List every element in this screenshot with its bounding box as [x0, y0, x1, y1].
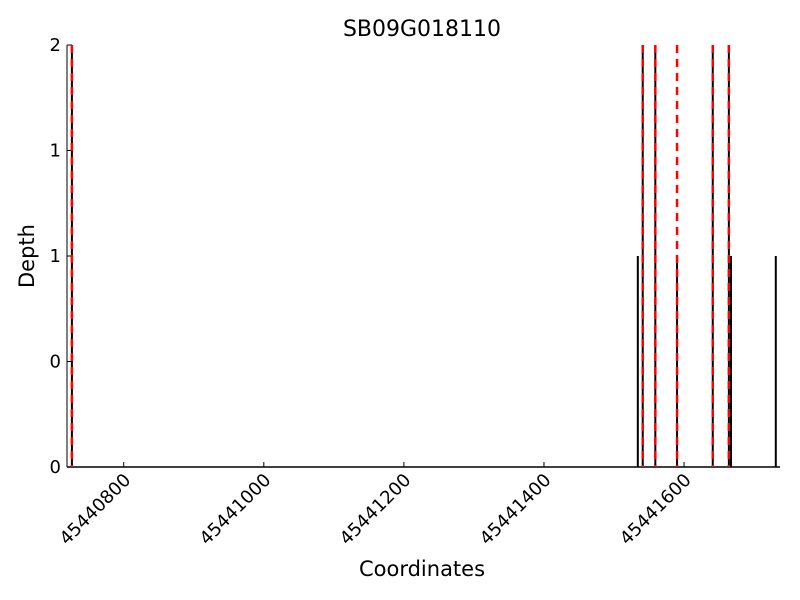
y-tick-label: 0: [50, 457, 61, 478]
chart-title: SB09G018110: [343, 17, 501, 42]
y-tick-label: 1: [50, 141, 61, 162]
y-axis-label: Depth: [15, 224, 39, 288]
x-tick-label: 45441600: [616, 470, 696, 550]
x-tick-label: 45440800: [56, 470, 136, 550]
x-tick-label: 45441000: [196, 470, 276, 550]
x-tick-label: 45441400: [476, 470, 556, 550]
x-axis-label: Coordinates: [359, 557, 485, 581]
x-tick-label: 45441200: [336, 470, 416, 550]
y-tick-label: 0: [50, 352, 61, 373]
y-tick-label: 1: [50, 246, 61, 267]
y-tick-label: 2: [50, 35, 61, 56]
